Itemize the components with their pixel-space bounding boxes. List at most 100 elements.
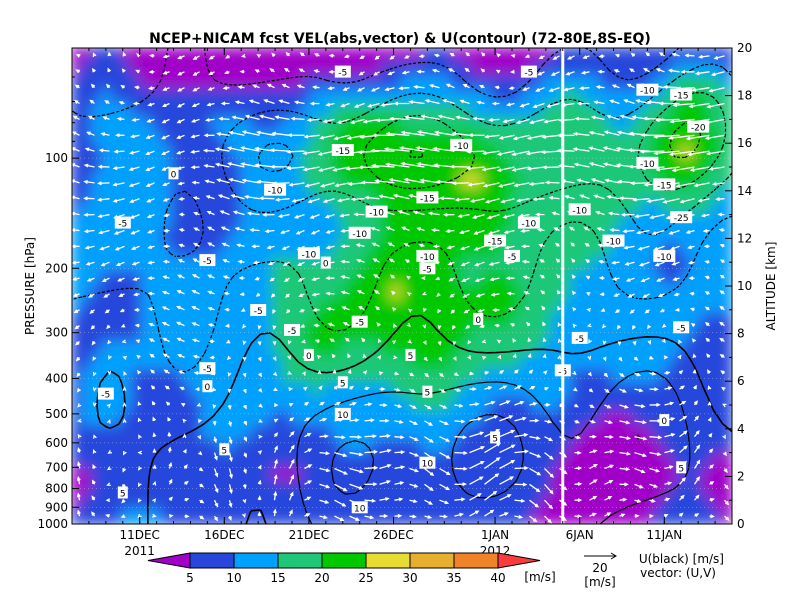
wind-vector: [550, 71, 560, 76]
contour-label: -10: [640, 160, 655, 170]
wind-vector: [709, 448, 714, 454]
wind-vector: [97, 213, 110, 219]
speed-cell: [311, 103, 323, 119]
speed-cell: [191, 495, 203, 511]
speed-cell: [581, 271, 593, 287]
wind-vector: [709, 481, 715, 485]
speed-cell: [531, 243, 543, 259]
speed-cell: [291, 103, 303, 119]
wind-vector: [214, 162, 230, 168]
wind-vector: [364, 515, 375, 520]
wind-vector: [604, 435, 614, 439]
wind-vector: [619, 372, 625, 378]
wind-vector: [394, 419, 404, 424]
speed-cell: [681, 425, 693, 441]
wind-vector: [75, 356, 81, 362]
speed-cell: [441, 229, 453, 245]
speed-cell: [241, 103, 253, 119]
wind-vector: [192, 258, 200, 263]
wind-vector: [664, 401, 675, 406]
wind-vector: [272, 325, 277, 331]
speed-cell: [271, 481, 283, 497]
wind-vector: [146, 213, 155, 219]
contour-label-bg: [636, 156, 659, 169]
wind-vector: [120, 84, 125, 89]
wind-vector: [596, 227, 605, 232]
wind-vector: [77, 403, 82, 408]
wind-vector: [642, 116, 665, 121]
wind-vector: [319, 434, 329, 439]
wind-vector: [516, 198, 530, 203]
speed-cell: [331, 355, 343, 371]
colorbar-tick-label: 35: [446, 571, 461, 585]
wind-vector: [719, 354, 725, 359]
wind-vector: [469, 493, 482, 501]
speed-cell: [241, 215, 253, 231]
wind-vector: [529, 436, 541, 440]
speed-cell: [651, 341, 663, 357]
speed-cell: [211, 48, 223, 63]
wind-vector: [134, 85, 140, 90]
speed-cell: [621, 215, 633, 231]
speed-cell: [641, 453, 653, 469]
speed-cell: [251, 467, 263, 483]
wind-vector: [693, 444, 701, 453]
speed-cell: [131, 495, 143, 511]
speed-cell: [551, 397, 563, 413]
wind-vector: [512, 134, 530, 141]
contour-label-bg: [297, 247, 320, 260]
wind-vector: [544, 483, 554, 495]
speed-cell: [441, 425, 453, 441]
wind-vector: [217, 194, 230, 200]
wind-vector: [92, 479, 96, 485]
speed-cell: [421, 481, 433, 497]
wind-vector: [334, 182, 350, 188]
speed-cell: [461, 299, 473, 315]
speed-cell: [81, 383, 93, 399]
wind-vector: [460, 261, 470, 267]
speed-cell: [611, 327, 623, 343]
speed-cell: [531, 327, 543, 343]
wind-vector: [541, 134, 560, 139]
wind-vector: [207, 86, 215, 91]
wind-vector: [524, 54, 530, 59]
wind-vector: [340, 290, 350, 295]
wind-vector: [244, 194, 260, 200]
wind-vector: [536, 227, 545, 232]
speed-cell: [291, 509, 303, 524]
wind-vector: [627, 293, 635, 298]
speed-cell: [481, 495, 493, 511]
speed-cell: [691, 453, 703, 469]
contour-label-bg: [114, 216, 131, 229]
speed-cell: [501, 103, 513, 119]
wind-vector: [534, 212, 545, 217]
wind-vector: [454, 482, 467, 487]
wind-vector: [289, 417, 295, 422]
wind-vector: [619, 467, 631, 472]
y-axis-title-right: ALTITUDE [km]: [764, 242, 778, 331]
wind-vector: [342, 87, 350, 91]
wind-vector: [364, 498, 377, 503]
wind-vector: [209, 355, 215, 360]
speed-cell: [72, 341, 83, 357]
speed-cell: [91, 327, 103, 343]
wind-vector: [719, 244, 725, 248]
speed-cell: [521, 145, 533, 161]
wind-vector: [302, 150, 320, 156]
wind-vector: [336, 118, 350, 124]
speed-cell: [91, 173, 103, 189]
speed-cell: [311, 453, 323, 469]
wind-vector: [694, 494, 700, 501]
wind-vector: [104, 309, 110, 314]
wind-vector: [469, 476, 484, 485]
speed-cell: [531, 495, 543, 511]
speed-cell: [291, 495, 303, 511]
wind-vector: [694, 71, 710, 76]
wind-vector: [164, 385, 170, 390]
speed-cell: [501, 215, 513, 231]
speed-cell: [671, 103, 683, 119]
wind-vector: [480, 68, 485, 73]
wind-vector: [104, 100, 110, 105]
speed-cell: [91, 341, 103, 357]
speed-cell: [161, 313, 173, 329]
